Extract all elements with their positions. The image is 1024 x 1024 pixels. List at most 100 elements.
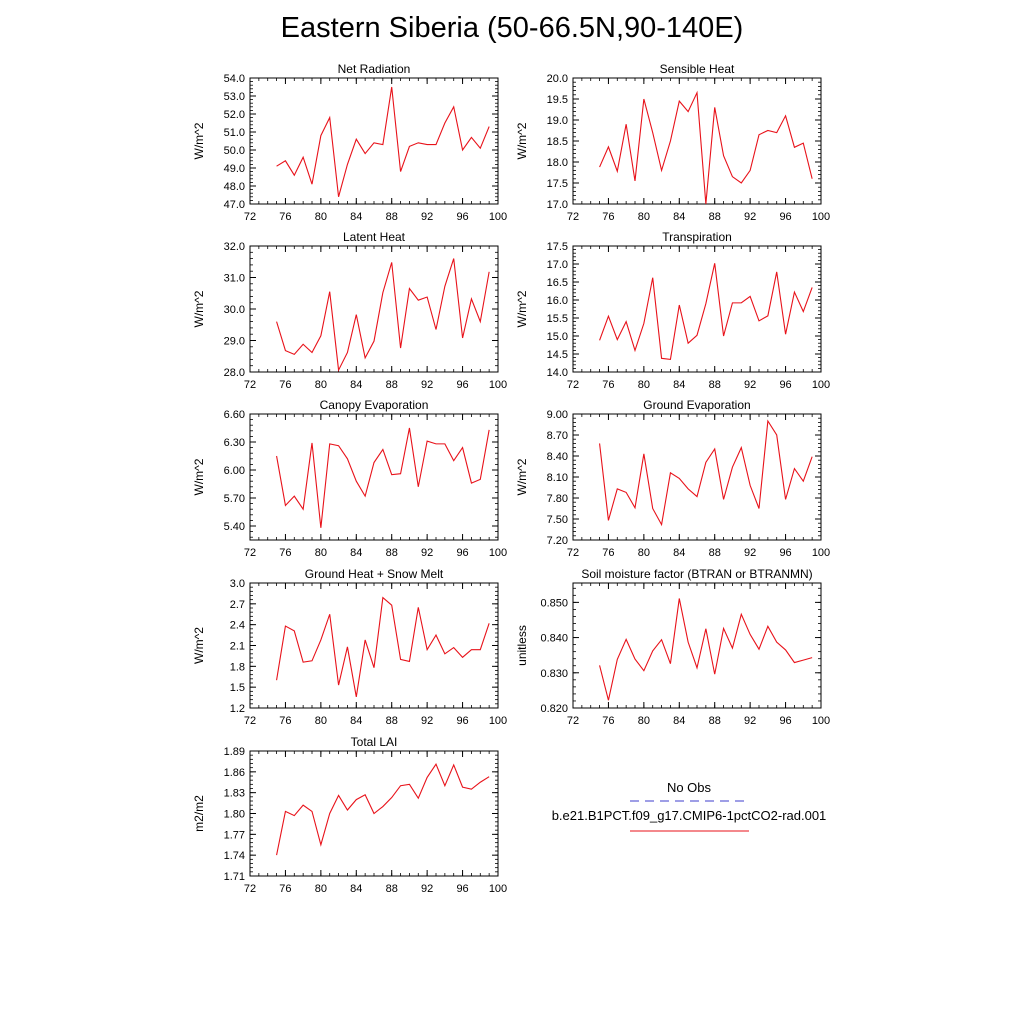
panel-title: Total LAI (351, 735, 398, 749)
y-tick-label: 14.0 (547, 367, 568, 379)
series-line-1 (276, 427, 490, 528)
y-tick-label: 2.1 (230, 641, 245, 653)
chart-panel-6: Ground Evaporation W/m^2 72 76 80 84 88 92 96 100… (515, 398, 830, 559)
y-tick-label: 20.0 (547, 73, 568, 85)
y-tick-label: 19.5 (547, 94, 568, 106)
x-tick-label: 96 (456, 379, 468, 391)
x-tick-label: 100 (489, 379, 507, 391)
x-tick-label: 80 (638, 715, 650, 727)
series-line-1 (599, 90, 813, 205)
y-tick-label: 1.5 (230, 682, 245, 694)
y-tick-label: 19.0 (547, 115, 568, 127)
x-tick-label: 72 (244, 547, 256, 559)
y-axis-label: unitless (515, 625, 529, 666)
y-tick-label: 6.30 (224, 437, 245, 449)
y-tick-label: 54.0 (224, 73, 245, 85)
x-tick-label: 72 (567, 715, 579, 727)
y-tick-label: 2.4 (230, 620, 245, 632)
panel-title: Ground Heat + Snow Melt (305, 567, 444, 581)
y-tick-label: 32.0 (224, 241, 245, 253)
series-line-1 (276, 86, 490, 197)
panel-title: Net Radiation (338, 62, 411, 76)
figure-title: Eastern Siberia (50-66.5N,90-140E) (280, 12, 744, 44)
plot-frame (249, 245, 499, 373)
y-tick-label: 1.86 (224, 767, 245, 779)
panel-title: Ground Evaporation (643, 398, 750, 412)
x-tick-label: 76 (279, 547, 291, 559)
x-tick-label: 88 (709, 379, 721, 391)
x-tick-label: 88 (386, 379, 398, 391)
y-tick-label: 7.80 (547, 493, 568, 505)
y-tick-label: 17.5 (547, 178, 568, 190)
x-tick-label: 80 (315, 211, 327, 223)
y-tick-label: 16.0 (547, 295, 568, 307)
y-tick-label: 31.0 (224, 273, 245, 285)
x-tick-label: 96 (456, 883, 468, 895)
x-tick-label: 100 (489, 883, 507, 895)
x-tick-label: 88 (386, 211, 398, 223)
y-tick-label: 1.77 (224, 829, 245, 841)
y-tick-label: 29.0 (224, 336, 245, 348)
x-tick-label: 72 (244, 883, 256, 895)
x-tick-label: 72 (567, 379, 579, 391)
panel-title: Transpiration (662, 230, 732, 244)
y-axis-label: m2/m2 (192, 795, 206, 832)
x-tick-label: 76 (602, 715, 614, 727)
y-tick-label: 1.89 (224, 746, 245, 758)
x-tick-label: 84 (673, 211, 685, 223)
x-tick-label: 96 (779, 547, 791, 559)
x-tick-label: 96 (779, 715, 791, 727)
y-tick-label: 17.0 (547, 259, 568, 271)
series-line-1 (599, 263, 813, 361)
x-tick-label: 92 (744, 211, 756, 223)
x-tick-label: 80 (315, 883, 327, 895)
y-tick-label: 5.70 (224, 493, 245, 505)
x-tick-label: 100 (812, 211, 830, 223)
plot-frame (572, 582, 822, 709)
y-tick-label: 7.50 (547, 514, 568, 526)
x-tick-label: 92 (744, 715, 756, 727)
x-tick-label: 84 (350, 547, 362, 559)
y-axis-label: W/m^2 (192, 122, 206, 159)
y-tick-label: 53.0 (224, 91, 245, 103)
y-tick-label: 1.2 (230, 703, 245, 715)
x-tick-label: 76 (279, 379, 291, 391)
y-tick-label: 3.0 (230, 578, 245, 590)
x-tick-label: 100 (812, 379, 830, 391)
y-tick-label: 6.00 (224, 465, 245, 477)
panel-title: Latent Heat (343, 230, 406, 244)
x-tick-label: 96 (779, 379, 791, 391)
x-tick-label: 84 (673, 379, 685, 391)
y-tick-label: 17.5 (547, 241, 568, 253)
y-axis-label: W/m^2 (192, 290, 206, 327)
x-tick-label: 80 (638, 379, 650, 391)
x-tick-label: 96 (779, 211, 791, 223)
x-tick-label: 84 (350, 883, 362, 895)
y-tick-label: 1.8 (230, 661, 245, 673)
y-axis-label: W/m^2 (515, 122, 529, 159)
legend: No Obs b.e21.B1PCT.f09_g17.CMIP6-1pctCO2-… (552, 780, 826, 832)
y-tick-label: 30.0 (224, 304, 245, 316)
x-tick-label: 84 (673, 547, 685, 559)
y-axis-label: W/m^2 (515, 458, 529, 495)
y-tick-label: 6.60 (224, 409, 245, 421)
y-tick-label: 18.0 (547, 157, 568, 169)
x-tick-label: 84 (350, 715, 362, 727)
x-tick-label: 88 (386, 547, 398, 559)
panel-title: Soil moisture factor (BTRAN or BTRANMN) (581, 567, 812, 581)
y-tick-label: 0.850 (540, 597, 568, 609)
y-tick-label: 8.70 (547, 430, 568, 442)
plot-frame (249, 413, 499, 541)
x-tick-label: 76 (279, 715, 291, 727)
chart-panel-9: Total LAI m2/m2 72 76 80 84 88 92 96 100 1.71 1.74 1… (192, 735, 507, 895)
y-tick-label: 48.0 (224, 181, 245, 193)
y-tick-label: 16.5 (547, 277, 568, 289)
x-tick-label: 84 (350, 379, 362, 391)
chart-panel-1: Net Radiation W/m^2 72 76 80 84 88 92 96 100 47.0 4… (192, 62, 507, 223)
y-tick-label: 0.820 (540, 703, 568, 715)
x-tick-label: 92 (421, 715, 433, 727)
x-tick-label: 76 (279, 211, 291, 223)
y-tick-label: 1.71 (224, 871, 245, 883)
y-axis-label: W/m^2 (192, 458, 206, 495)
x-tick-label: 76 (602, 211, 614, 223)
